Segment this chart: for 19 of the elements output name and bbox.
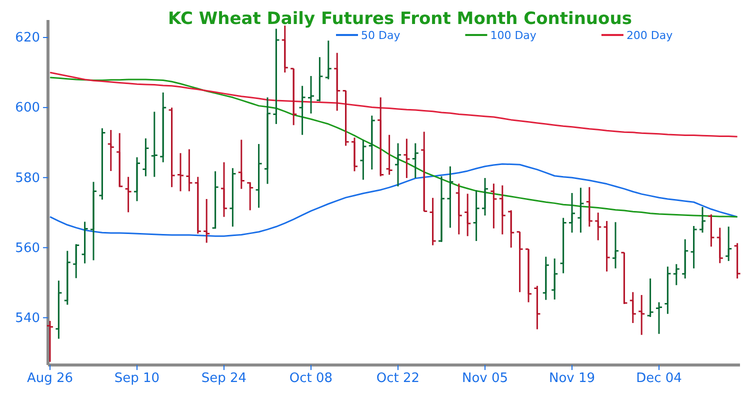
x-tick-label: Nov 05 — [462, 371, 508, 386]
x-tick-label: Aug 26 — [26, 371, 74, 386]
line-series — [49, 72, 738, 138]
y-tick-label: 580 — [15, 170, 40, 186]
x-tick-label: Oct 22 — [376, 371, 420, 386]
x-tick-label: Oct 08 — [289, 371, 333, 386]
x-tick-label: Sep 10 — [114, 371, 160, 386]
x-tick-label: Nov 19 — [548, 371, 596, 386]
y-tick-label: 540 — [15, 310, 40, 326]
y-tick-label: 600 — [15, 100, 40, 116]
x-tick-label: Sep 24 — [201, 371, 247, 386]
y-tick-label: 620 — [15, 30, 40, 46]
legend-label: 200 Day — [626, 29, 674, 42]
legend-label: 100 Day — [490, 29, 537, 42]
legend-label: 50 Day — [361, 29, 401, 42]
line-series — [49, 163, 738, 237]
x-tick-label: Dec 04 — [636, 371, 682, 386]
y-tick-label: 560 — [15, 240, 40, 256]
chart-title: KC Wheat Daily Futures Front Month Continuous — [168, 9, 632, 29]
